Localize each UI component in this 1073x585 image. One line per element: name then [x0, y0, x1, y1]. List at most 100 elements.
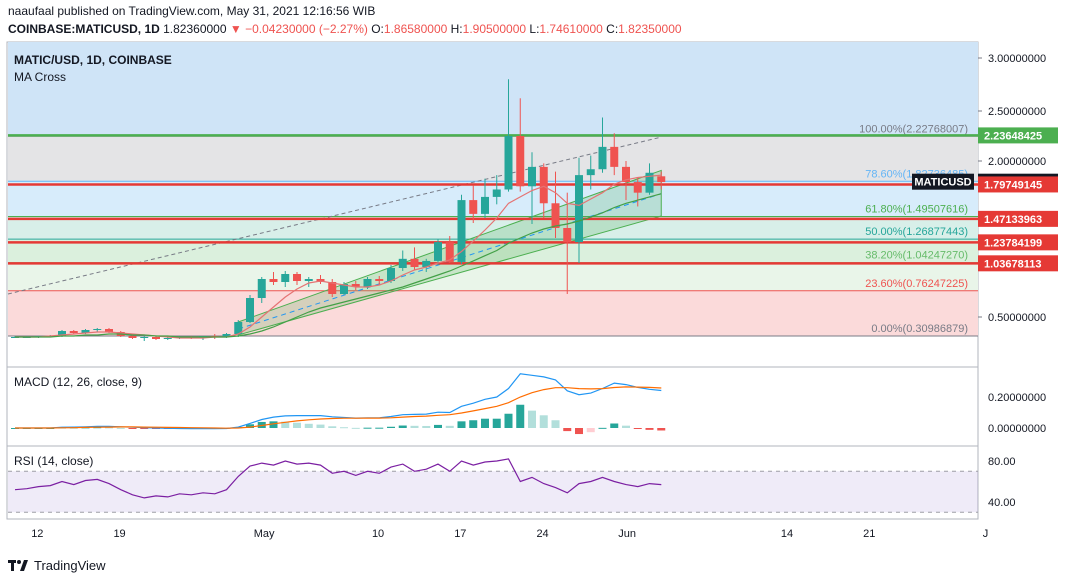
x-tick-label: 14: [781, 528, 793, 540]
ma-fast-line: [15, 174, 662, 339]
candle-up: [492, 189, 501, 197]
candle-down: [105, 329, 113, 332]
zone-382-236: [8, 262, 978, 291]
macd-histogram-bar: [434, 424, 442, 428]
macd-histogram-bar: [586, 428, 595, 433]
price-tag-label: 1.23784199: [984, 237, 1042, 249]
low-value: 1.74610000: [539, 22, 603, 36]
price-tag-bg: [978, 127, 1058, 144]
signal-line: [15, 386, 662, 429]
tradingview-brand: TradingView: [34, 558, 106, 573]
candle-down: [152, 337, 160, 339]
price-tag-bg: [978, 234, 1058, 251]
price-tag-label: 1.03678113: [984, 258, 1042, 270]
candle-down: [293, 274, 301, 281]
candle-down: [633, 182, 642, 193]
zone-236-0: [8, 290, 978, 337]
chart-area[interactable]: 100.00%(2.22768007)78.60%(1.82736485)61.…: [0, 40, 1073, 552]
channel-midline: [238, 193, 662, 330]
candle-down: [328, 282, 337, 294]
price-tag-label: 1.79749145: [984, 179, 1042, 191]
candle-down: [516, 136, 525, 187]
main-pane-subtitle: MA Cross: [14, 70, 66, 84]
macd-histogram-bar: [492, 418, 501, 428]
rsi-band-fill: [8, 471, 978, 513]
macd-histogram-bar: [316, 424, 325, 428]
fib-label: 100.00%(2.22768007): [859, 123, 968, 135]
macd-histogram-bar: [105, 427, 113, 429]
price-tag-label: 2.23648425: [984, 130, 1042, 142]
macd-histogram-bar: [481, 418, 489, 428]
x-tick-label: 10: [372, 528, 384, 540]
price-tag-bg: [978, 255, 1058, 272]
macd-histogram-bar: [246, 424, 254, 428]
candle-down: [469, 200, 478, 214]
candle-up: [281, 274, 290, 282]
fib-label: 38.20%(1.04247270): [865, 250, 968, 262]
macd-histogram-bar: [598, 427, 607, 429]
candle-up: [93, 329, 102, 330]
candle-up: [234, 322, 243, 334]
price-change: −0.04230000 (−2.27%): [245, 22, 368, 36]
candle-up: [340, 284, 348, 294]
candle-up: [528, 166, 536, 187]
ohlc-line: COINBASE:MATICUSD, 1D 1.82360000 ▼ −0.04…: [8, 22, 682, 36]
zone-618-50: [8, 216, 978, 240]
candle-down: [375, 279, 384, 281]
change-down-icon: ▼: [229, 22, 242, 36]
rsi-pane-title: RSI (14, close): [14, 454, 93, 468]
x-tick-label: Jun: [618, 528, 636, 540]
candle-up: [645, 172, 654, 193]
macd-histogram-bar: [539, 415, 548, 428]
candle-down: [551, 203, 560, 228]
candle-up: [58, 331, 66, 336]
zone-50-382: [8, 239, 978, 263]
macd-histogram-bar: [340, 427, 348, 429]
zone-786-618: [8, 181, 978, 217]
candle-down: [563, 228, 572, 243]
candle-up: [398, 258, 407, 268]
candle-up: [257, 279, 266, 298]
candle-up: [422, 260, 431, 267]
candle-up: [304, 279, 313, 281]
y-tick-label: 3.00000000: [988, 53, 1046, 65]
candle-up: [575, 175, 583, 243]
zone-above-100: [8, 42, 978, 137]
macd-histogram-bar: [387, 426, 395, 428]
candle-up: [246, 298, 254, 322]
macd-histogram-bar: [351, 427, 360, 429]
candle-down: [445, 242, 454, 262]
candle-down: [410, 258, 419, 267]
candle-up: [387, 268, 395, 281]
macd-histogram-bar: [622, 425, 630, 428]
macd-histogram-bar: [128, 428, 137, 429]
candle-up: [504, 136, 513, 190]
candle-down: [610, 146, 619, 167]
candle-up: [434, 242, 442, 261]
macd-histogram-bar: [410, 425, 419, 428]
close-value: 1.82350000: [618, 22, 682, 36]
macd-histogram-bar: [269, 421, 278, 428]
publisher-line: naaufaal published on TradingView.com, M…: [8, 4, 376, 18]
candle-up: [163, 338, 172, 339]
x-tick-label: 12: [31, 528, 43, 540]
candle-up: [598, 146, 607, 170]
price-tag-bg: [978, 176, 1058, 193]
fib-label: 61.80%(1.49507616): [865, 203, 968, 215]
close-label: C:: [606, 22, 619, 36]
macd-histogram-bar: [457, 421, 466, 428]
symbol-tag-bg: [912, 173, 974, 190]
footer: TradingView: [8, 558, 106, 573]
candle-down: [69, 331, 78, 333]
candle-up: [363, 279, 372, 287]
rsi-line: [14, 458, 662, 499]
candle-up: [81, 330, 90, 333]
candle-up: [457, 200, 466, 262]
macd-histogram-bar: [469, 420, 478, 428]
fib-label: 0.00%(0.30986879): [871, 323, 968, 335]
candle-down: [351, 284, 360, 287]
macd-histogram-bar: [657, 428, 666, 431]
macd-histogram-bar: [528, 410, 536, 428]
chart-svg[interactable]: 100.00%(2.22768007)78.60%(1.82736485)61.…: [0, 40, 1073, 552]
x-tick-label: 17: [454, 528, 466, 540]
